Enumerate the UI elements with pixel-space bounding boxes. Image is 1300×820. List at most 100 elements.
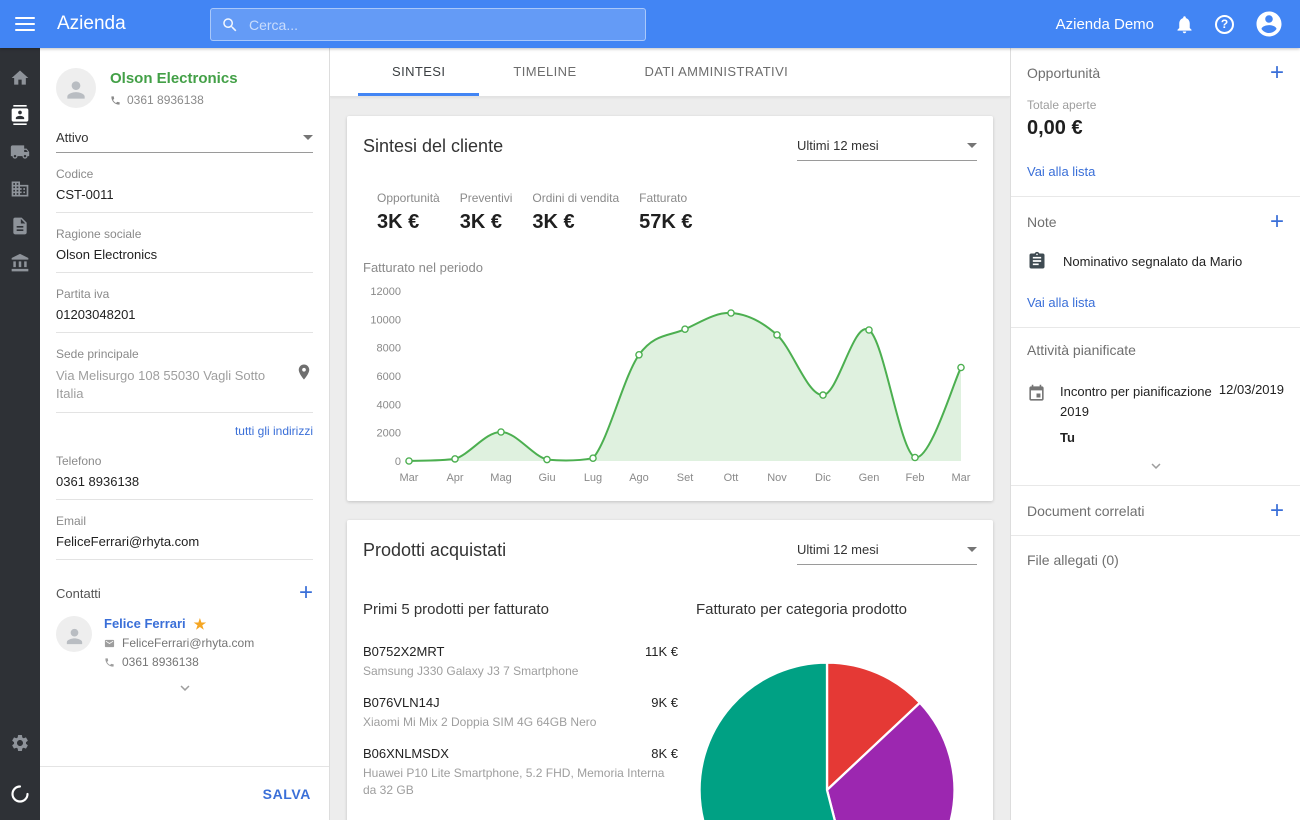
settings-button[interactable] <box>10 724 30 761</box>
activity-date: 12/03/2019 <box>1215 382 1284 397</box>
customer-summary-card: Sintesi del cliente Ultimi 12 mesi Oppor… <box>347 116 993 501</box>
product-name: Xiaomi Mi Mix 2 Doppia SIM 4G 64GB Nero <box>363 714 678 730</box>
chart-label: Fatturato nel periodo <box>363 260 977 275</box>
search-box[interactable] <box>210 8 646 41</box>
field-value[interactable]: 0361 8936138 <box>56 474 313 489</box>
contact-phone: 0361 8936138 <box>122 655 199 669</box>
tab-sintesi[interactable]: SINTESI <box>358 48 479 96</box>
chevron-down-icon <box>967 547 977 552</box>
person-icon <box>63 77 89 103</box>
contact-row[interactable]: Felice Ferrari ★ FeliceFerrari@rhyta.com… <box>56 616 313 669</box>
person-icon <box>63 625 86 648</box>
notifications-icon[interactable] <box>1174 14 1195 35</box>
svg-text:4000: 4000 <box>377 399 401 411</box>
kpi-label: Opportunità <box>377 191 440 205</box>
favorite-star-icon[interactable]: ★ <box>194 617 207 631</box>
help-icon[interactable]: ? <box>1215 15 1234 34</box>
note-item[interactable]: Nominativo segnalato da Mario <box>1027 251 1284 271</box>
add-opportunity-button[interactable]: + <box>1270 62 1284 84</box>
main-content: SINTESITIMELINEDATI AMMINISTRATIVI Sinte… <box>330 48 1010 820</box>
summary-title: Sintesi del cliente <box>363 136 503 157</box>
expand-contacts-button[interactable] <box>40 679 329 697</box>
field-value[interactable]: Via Melisurgo 108 55030 Vagli Sotto Ital… <box>56 367 313 402</box>
svg-text:Lug: Lug <box>584 472 602 484</box>
field-value[interactable]: FeliceFerrari@rhyta.com <box>56 534 313 549</box>
svg-text:Giu: Giu <box>538 472 555 484</box>
svg-text:Ott: Ott <box>724 472 739 484</box>
kpi-stats: Opportunità3K €Preventivi3K €Ordini di v… <box>377 191 977 234</box>
attachments-title: File allegati (0) <box>1027 552 1284 568</box>
save-button[interactable]: SALVA <box>263 786 311 802</box>
tab-timeline[interactable]: TIMELINE <box>479 48 610 96</box>
contact-name[interactable]: Felice Ferrari <box>104 616 186 631</box>
all-addresses-link[interactable]: tutti gli indirizzi <box>235 424 313 438</box>
location-pin-icon[interactable] <box>295 363 313 381</box>
activity-assignee: Tu <box>1060 430 1284 445</box>
sidebar-item-company[interactable] <box>0 170 40 207</box>
company-fields: CodiceCST-0011Ragione socialeOlson Elect… <box>40 167 329 333</box>
product-name: Samsung J330 Galaxy J3 7 Smartphone <box>363 663 678 679</box>
opportunities-title: Opportunità <box>1027 65 1100 81</box>
activity-title: Incontro per pianificazione 2019 <box>1060 382 1215 422</box>
products-period-select[interactable]: Ultimi 12 mesi <box>797 542 977 565</box>
user-avatar-icon[interactable] <box>1254 9 1284 39</box>
svg-text:8000: 8000 <box>377 343 401 355</box>
sidebar-item-documents[interactable] <box>0 207 40 244</box>
category-pie-heading: Fatturato per categoria prodotto <box>696 601 977 618</box>
search-input[interactable] <box>249 17 635 33</box>
opportunities-list-link[interactable]: Vai alla lista <box>1027 164 1095 179</box>
summary-period-select[interactable]: Ultimi 12 mesi <box>797 138 977 161</box>
account-name: Azienda Demo <box>1056 16 1154 33</box>
sidebar-item-shipping[interactable] <box>0 133 40 170</box>
products-period-value: Ultimi 12 mesi <box>797 542 879 557</box>
logo-icon <box>10 784 30 804</box>
field-value[interactable]: 01203048201 <box>56 307 313 322</box>
product-row[interactable]: B0752X2MRT11K €Samsung J330 Galaxy J3 7 … <box>363 644 678 679</box>
menu-icon[interactable] <box>15 17 35 31</box>
company-name: Olson Electronics <box>110 70 238 87</box>
tab-dati-amministrativi[interactable]: DATI AMMINISTRATIVI <box>611 48 823 96</box>
field-value[interactable]: CST-0011 <box>56 187 313 202</box>
svg-text:0: 0 <box>395 456 401 468</box>
add-contact-button[interactable]: + <box>299 582 313 604</box>
sidebar-item-contacts[interactable] <box>0 96 40 133</box>
field-label: Partita iva <box>56 287 313 301</box>
product-value: 9K € <box>651 695 678 710</box>
field-partita-iva: Partita iva 01203048201 <box>56 287 313 333</box>
product-row[interactable]: B06XNLMSDX8K €Huawei P10 Lite Smartphone… <box>363 746 678 797</box>
svg-text:6000: 6000 <box>377 371 401 383</box>
expand-activities-button[interactable] <box>1027 457 1284 475</box>
svg-text:2000: 2000 <box>377 428 401 440</box>
related-documents-title: Document correlati <box>1027 503 1145 519</box>
notes-list-link[interactable]: Vai alla lista <box>1027 295 1095 310</box>
bank-icon <box>10 253 30 273</box>
field-value[interactable]: Olson Electronics <box>56 247 313 262</box>
tabs-bar: SINTESITIMELINEDATI AMMINISTRATIVI <box>330 48 1010 97</box>
kpi-label: Preventivi <box>460 191 513 205</box>
product-code: B0752X2MRT <box>363 644 444 659</box>
company-icon <box>10 179 30 199</box>
svg-text:10000: 10000 <box>370 314 401 326</box>
note-text: Nominativo segnalato da Mario <box>1063 251 1242 271</box>
field-email: Email FeliceFerrari@rhyta.com <box>56 514 313 560</box>
sidebar-item-bank[interactable] <box>0 244 40 281</box>
sidebar-item-home[interactable] <box>0 59 40 96</box>
category-pie-chart-svg <box>697 660 957 820</box>
product-row[interactable]: B076VLN14J9K €Xiaomi Mi Mix 2 Doppia SIM… <box>363 695 678 730</box>
revenue-line-chart-svg: 020004000600080001000012000MarAprMagGiuL… <box>363 281 975 489</box>
shipping-icon <box>10 142 30 162</box>
planned-activities-title: Attività pianificate <box>1027 342 1136 358</box>
product-value: 8K € <box>651 746 678 761</box>
status-select[interactable]: Attivo <box>56 130 313 153</box>
summary-period-value: Ultimi 12 mesi <box>797 138 879 153</box>
top-products-list: B0752X2MRT11K €Samsung J330 Galaxy J3 7 … <box>363 644 678 798</box>
svg-text:Mag: Mag <box>490 472 511 484</box>
customer-panel: Olson Electronics 0361 8936138 Attivo Co… <box>40 48 330 820</box>
field-label: Email <box>56 514 313 528</box>
chevron-down-icon <box>1147 457 1165 475</box>
add-document-button[interactable]: + <box>1270 500 1284 522</box>
chevron-down-icon <box>176 679 194 697</box>
add-note-button[interactable]: + <box>1270 211 1284 233</box>
field-label: Telefono <box>56 454 313 468</box>
activity-item[interactable]: Incontro per pianificazione 2019 12/03/2… <box>1027 382 1284 422</box>
